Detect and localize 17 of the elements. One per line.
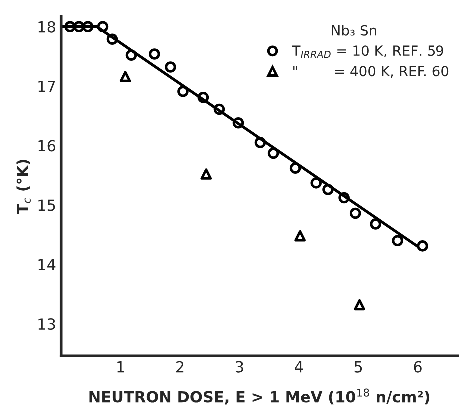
legend-title: Nb₃ Sn: [332, 25, 376, 36]
x-tick-label: 1: [118, 361, 124, 373]
y-tick-label: 17: [38, 80, 56, 92]
y-tick-label: 14: [38, 259, 56, 270]
y-tick-label: 18: [38, 21, 56, 33]
y-tick-label: 16: [38, 140, 56, 152]
x-tick-label: 4: [295, 361, 304, 373]
y-tick-label: 13: [38, 318, 56, 330]
x-tick-label: 3: [236, 361, 244, 373]
x-tick-label: 6: [414, 361, 422, 373]
x-axis-title: NEUTRON DOSE, E > 1 MeV (10$^{18}$ n/cm²): [90, 388, 430, 405]
y-axis-title: T$_{c}$ (°K): [16, 160, 31, 214]
legend-label: " = 400 K, REF. 60: [294, 66, 449, 78]
x-tick-label: 5: [354, 361, 362, 373]
legend-label: T$_{IRRAD}$ = 10 K, REF. 59: [292, 46, 444, 58]
x-tick-label: 2: [176, 361, 184, 373]
y-tick-label: 15: [38, 200, 56, 212]
